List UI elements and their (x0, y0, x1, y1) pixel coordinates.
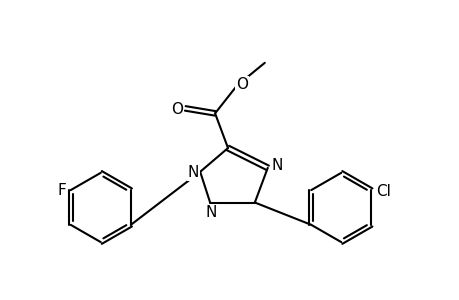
Text: F: F (57, 183, 66, 198)
Text: N: N (187, 165, 198, 180)
Text: O: O (235, 77, 247, 92)
Text: N: N (270, 158, 282, 173)
Text: O: O (171, 102, 183, 117)
Text: Cl: Cl (375, 184, 390, 199)
Text: N: N (205, 205, 216, 220)
